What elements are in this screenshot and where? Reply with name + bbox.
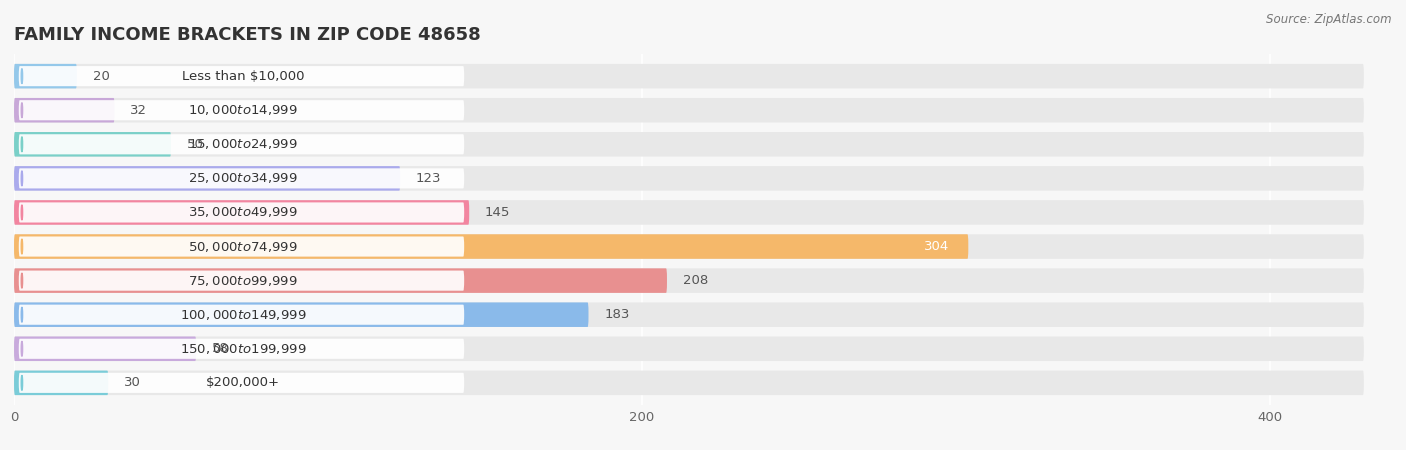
- FancyBboxPatch shape: [18, 237, 464, 256]
- Text: 304: 304: [924, 240, 949, 253]
- Text: $35,000 to $49,999: $35,000 to $49,999: [188, 206, 298, 220]
- FancyBboxPatch shape: [14, 234, 1364, 259]
- Text: 30: 30: [124, 376, 141, 389]
- Text: $200,000+: $200,000+: [207, 376, 280, 389]
- FancyBboxPatch shape: [14, 302, 589, 327]
- Text: $25,000 to $34,999: $25,000 to $34,999: [188, 171, 298, 185]
- FancyBboxPatch shape: [14, 302, 1364, 327]
- FancyBboxPatch shape: [14, 64, 1364, 88]
- Text: 20: 20: [93, 70, 110, 83]
- FancyBboxPatch shape: [14, 200, 1364, 225]
- Text: $100,000 to $149,999: $100,000 to $149,999: [180, 308, 307, 322]
- Text: $10,000 to $14,999: $10,000 to $14,999: [188, 103, 298, 117]
- Text: $15,000 to $24,999: $15,000 to $24,999: [188, 137, 298, 151]
- FancyBboxPatch shape: [18, 134, 464, 154]
- FancyBboxPatch shape: [14, 132, 172, 157]
- FancyBboxPatch shape: [18, 339, 464, 359]
- Text: Less than $10,000: Less than $10,000: [181, 70, 304, 83]
- Text: 123: 123: [416, 172, 441, 185]
- FancyBboxPatch shape: [18, 66, 464, 86]
- FancyBboxPatch shape: [18, 270, 464, 291]
- FancyBboxPatch shape: [14, 64, 77, 88]
- FancyBboxPatch shape: [14, 234, 969, 259]
- Text: 32: 32: [131, 104, 148, 117]
- Text: $150,000 to $199,999: $150,000 to $199,999: [180, 342, 307, 356]
- Text: 58: 58: [212, 342, 229, 355]
- FancyBboxPatch shape: [14, 132, 1364, 157]
- FancyBboxPatch shape: [14, 371, 108, 395]
- Text: 183: 183: [605, 308, 630, 321]
- FancyBboxPatch shape: [18, 100, 464, 120]
- Text: FAMILY INCOME BRACKETS IN ZIP CODE 48658: FAMILY INCOME BRACKETS IN ZIP CODE 48658: [14, 26, 481, 44]
- Text: 50: 50: [187, 138, 204, 151]
- FancyBboxPatch shape: [14, 371, 1364, 395]
- FancyBboxPatch shape: [14, 166, 1364, 191]
- Text: Source: ZipAtlas.com: Source: ZipAtlas.com: [1267, 14, 1392, 27]
- FancyBboxPatch shape: [14, 98, 114, 122]
- FancyBboxPatch shape: [14, 268, 1364, 293]
- FancyBboxPatch shape: [14, 337, 195, 361]
- FancyBboxPatch shape: [14, 166, 401, 191]
- FancyBboxPatch shape: [14, 268, 666, 293]
- FancyBboxPatch shape: [18, 202, 464, 222]
- FancyBboxPatch shape: [14, 200, 470, 225]
- FancyBboxPatch shape: [14, 98, 1364, 122]
- FancyBboxPatch shape: [18, 373, 464, 393]
- Text: $75,000 to $99,999: $75,000 to $99,999: [188, 274, 298, 288]
- Text: $50,000 to $74,999: $50,000 to $74,999: [188, 239, 298, 253]
- Text: 208: 208: [683, 274, 707, 287]
- FancyBboxPatch shape: [18, 305, 464, 325]
- FancyBboxPatch shape: [18, 168, 464, 189]
- FancyBboxPatch shape: [14, 337, 1364, 361]
- Text: 145: 145: [485, 206, 510, 219]
